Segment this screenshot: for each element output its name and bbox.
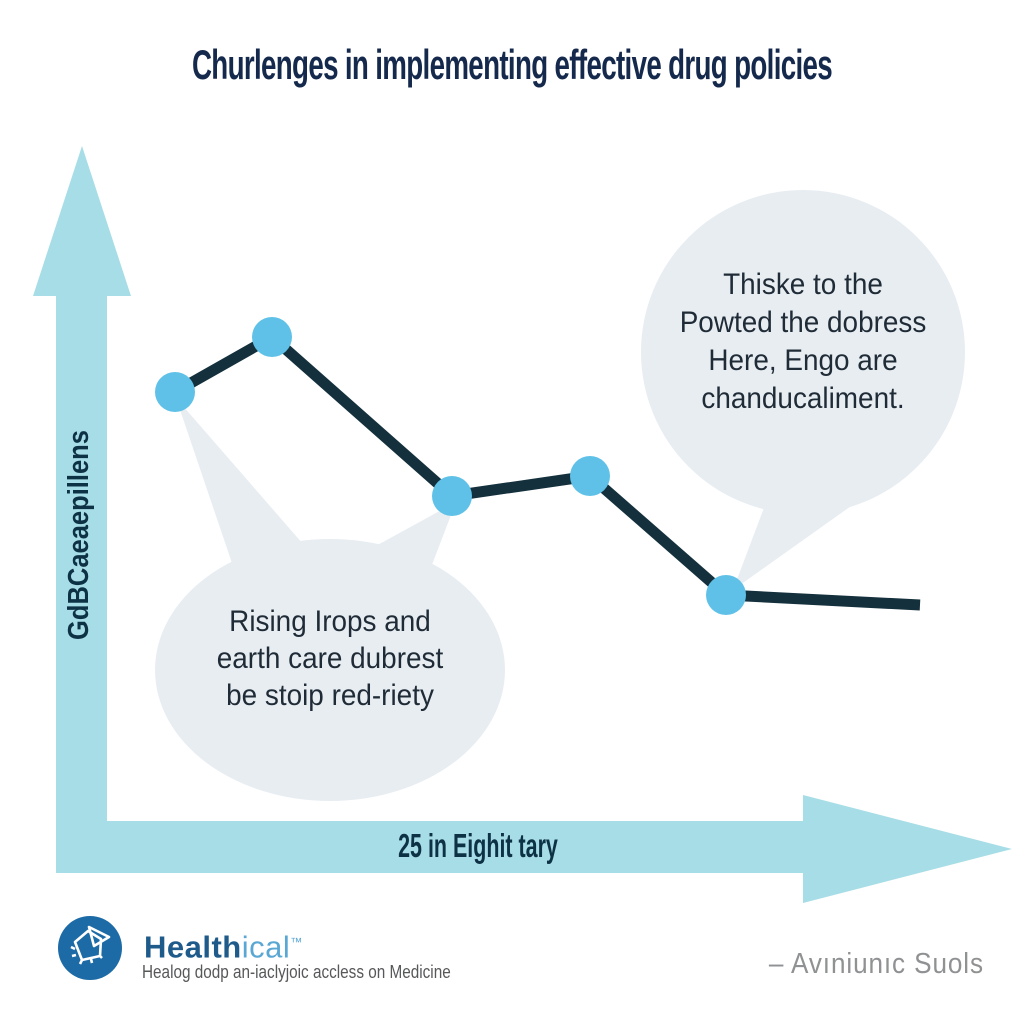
data-point-0 xyxy=(155,372,195,412)
annotation-left: Rising Irops and earth care dubrest be s… xyxy=(158,603,502,714)
x-axis-label: 25 in Eighit tary xyxy=(398,827,558,864)
annotation-right-line-2: Powted the dobress xyxy=(679,306,927,339)
logo-circle xyxy=(58,916,122,980)
y-axis-arrowhead xyxy=(33,146,131,296)
annotation-left-line-3: be stoip red-riety xyxy=(226,679,434,712)
page-title: Churlenges in implementing effective dru… xyxy=(191,41,833,88)
annotation-right-line-4: chanducaliment. xyxy=(701,382,905,415)
x-axis-arrow xyxy=(56,795,1012,903)
annotation-right-line-1: Thiske to the xyxy=(723,268,883,301)
x-axis-arrowhead xyxy=(803,795,1012,903)
data-points xyxy=(155,317,746,615)
data-point-2 xyxy=(432,476,472,516)
data-point-1 xyxy=(252,317,292,357)
data-point-3 xyxy=(570,456,610,496)
logo-glyph xyxy=(70,925,111,965)
y-axis-shaft xyxy=(56,290,107,873)
brand-wordmark: Healthical™ xyxy=(144,924,303,965)
healthical-logo-icon xyxy=(58,916,122,980)
y-axis-arrow xyxy=(33,146,131,873)
brand-trademark: ™ xyxy=(290,935,303,949)
speech-bubble-right xyxy=(641,190,965,590)
x-axis-shaft xyxy=(56,821,805,873)
brand-tagline: Healog dodp an-iaclyjoic accless on Medi… xyxy=(142,962,451,982)
annotation-left-line-1: Rising Irops and xyxy=(229,605,431,638)
annotation-right: Thiske to the Powted the dobress Here, E… xyxy=(633,266,973,418)
brand-bold: Health xyxy=(144,929,242,965)
bubble-body-right xyxy=(641,190,965,514)
signature: – Avıniunıc Suols xyxy=(768,948,984,980)
bubble-tail-to-point-0 xyxy=(176,398,310,572)
annotation-right-line-3: Here, Engo are xyxy=(708,344,898,377)
speech-bubble-left xyxy=(155,398,505,801)
bubble-body-left xyxy=(155,539,505,801)
annotation-left-line-2: earth care dubrest xyxy=(216,642,444,675)
bubble-tail-to-point-4 xyxy=(733,494,868,590)
data-point-4 xyxy=(706,575,746,615)
y-axis-label: GdBCaeaepillens xyxy=(63,430,95,640)
brand-light: ical xyxy=(241,929,291,965)
